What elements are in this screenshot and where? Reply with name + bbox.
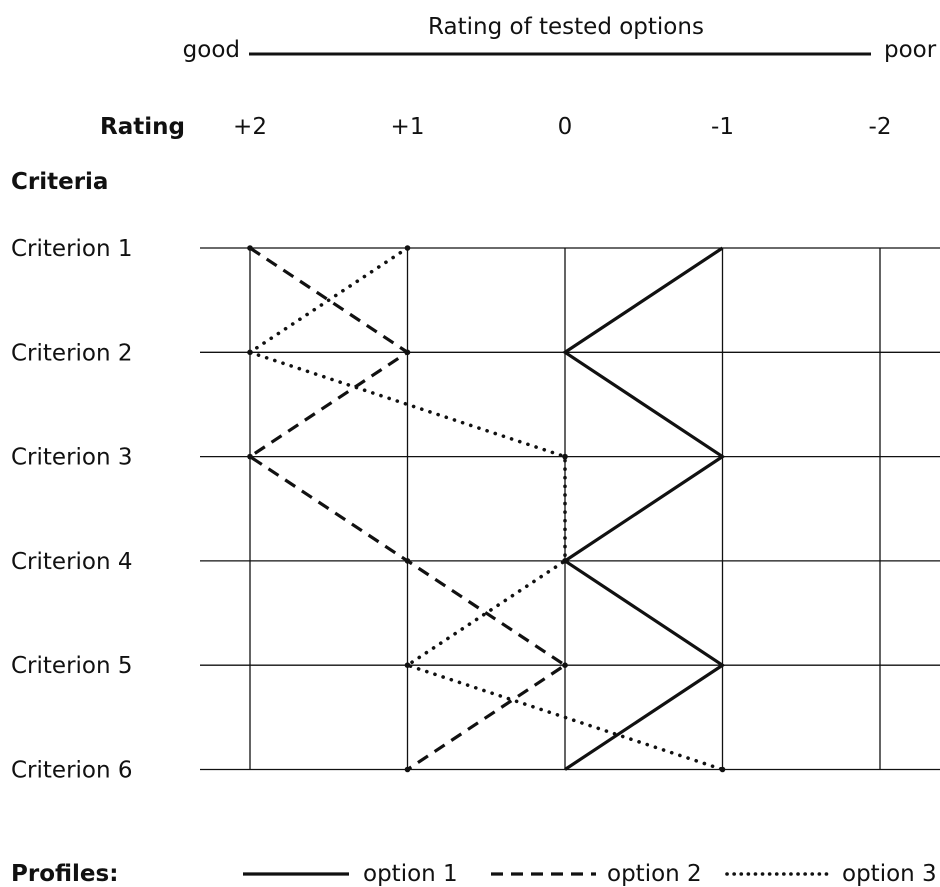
legend-title: Profiles:	[11, 861, 118, 887]
chart-title: Rating of tested options	[428, 14, 704, 40]
criterion-label: Criterion 5	[11, 653, 133, 679]
criterion-label: Criterion 4	[11, 549, 133, 575]
data-point	[247, 349, 253, 356]
series-line-option-3	[245, 246, 725, 772]
criterion-label: Criterion 6	[11, 758, 133, 784]
x-tick-labels: +2 +1 0 -1 -2	[233, 114, 891, 140]
data-point	[562, 453, 568, 460]
rating-header: Rating	[100, 114, 185, 140]
criteria-header: Criteria	[11, 169, 108, 195]
x-tick-label: +1	[391, 114, 425, 140]
x-tick-label: +2	[233, 114, 267, 140]
x-tick-label: 0	[558, 114, 573, 140]
legend-label-option-1: option 1	[363, 861, 458, 887]
series-lines	[245, 245, 726, 773]
data-point	[404, 245, 411, 251]
criterion-label: Criterion 3	[11, 445, 133, 471]
data-point	[562, 662, 568, 668]
grid	[200, 247, 940, 771]
data-point	[404, 766, 411, 773]
data-point	[562, 558, 568, 564]
series-line-option-1	[562, 246, 726, 771]
legend: Profiles: option 1 option 2 option 3	[11, 861, 937, 887]
criterion-label: Criterion 2	[11, 340, 133, 366]
legend-label-option-2: option 2	[607, 861, 702, 887]
x-tick-label: -1	[711, 114, 734, 140]
criterion-labels: Criterion 1 Criterion 2 Criterion 3 Criteri…	[11, 236, 133, 784]
scale-left-label: good	[183, 37, 240, 63]
scale-right-label: poor	[884, 37, 937, 63]
data-point	[404, 662, 411, 668]
data-point	[404, 558, 411, 564]
data-point	[404, 349, 411, 356]
series-line-option-2	[247, 246, 568, 771]
legend-label-option-3: option 3	[842, 861, 937, 887]
data-point	[719, 766, 726, 773]
x-tick-label: -2	[869, 114, 892, 140]
data-point	[247, 245, 253, 251]
data-point	[247, 453, 253, 460]
criterion-label: Criterion 1	[11, 236, 133, 262]
